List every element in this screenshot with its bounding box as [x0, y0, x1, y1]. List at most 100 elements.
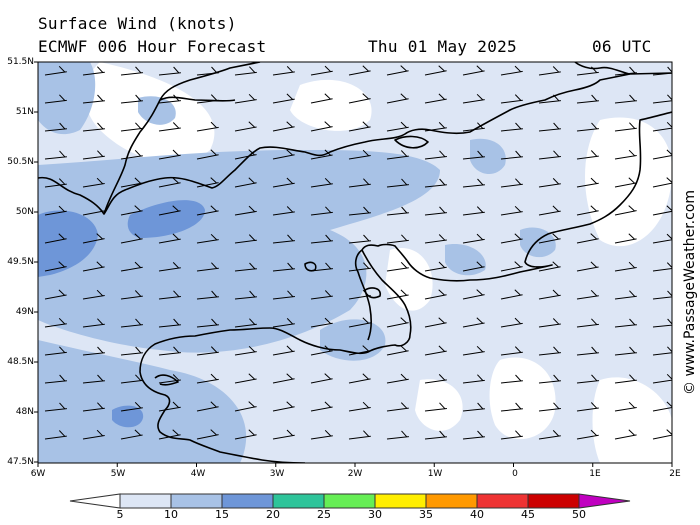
wind-barb [82, 150, 105, 160]
wind-barb [82, 289, 105, 300]
wind-barb [272, 345, 295, 356]
wind-barb [82, 261, 105, 272]
wind-barb [576, 402, 599, 412]
wind-barb [386, 150, 409, 160]
wind-barb [82, 233, 105, 244]
wind-barb [500, 205, 523, 216]
wind-barb [538, 122, 561, 132]
wind-barb [120, 94, 143, 104]
legend-swatch [425, 493, 478, 509]
axis-ticks [34, 61, 673, 467]
wind-barb [158, 149, 181, 160]
wind-barb [386, 261, 409, 272]
lon-label-5w: 5W [110, 469, 126, 479]
wind-barb [82, 429, 105, 440]
wind-barb [234, 345, 257, 356]
wind-barb [82, 66, 105, 76]
wind-barb [310, 262, 333, 272]
wind-barb [462, 345, 485, 356]
wind-barb [500, 374, 523, 384]
wind-barb [576, 150, 599, 160]
legend-label-50: 50 [572, 508, 586, 521]
wind-barb [386, 234, 409, 244]
wind-barb [272, 66, 295, 76]
wind-barb [120, 429, 143, 440]
wind-barb [614, 233, 637, 244]
wind-barb [576, 261, 599, 272]
wind-barb [462, 374, 485, 384]
wind-barb [462, 150, 485, 160]
wind-10-15-area [445, 244, 486, 276]
wind-barb [272, 234, 295, 244]
wind-barb [44, 205, 67, 216]
lat-label-50n: 50N [15, 207, 34, 217]
wind-barb [272, 121, 295, 132]
wind-barb [120, 205, 143, 216]
lon-label-3w: 3W [269, 469, 285, 479]
wind-barb [348, 234, 371, 244]
wind-barb [348, 401, 371, 412]
wind-barb [196, 401, 219, 412]
wind-barb [196, 177, 219, 188]
wind-barb [196, 66, 219, 76]
wind-barb [310, 177, 333, 188]
legend-swatch [272, 493, 325, 509]
wind-barb [614, 149, 637, 160]
wind-barb [462, 178, 485, 188]
lat-label-48-5n: 48.5N [7, 357, 34, 367]
lon-label-2w: 2W [347, 469, 363, 479]
legend-swatch [170, 493, 223, 509]
wind-barb [120, 290, 143, 300]
wind-barb [196, 346, 219, 356]
wind-barb [462, 317, 485, 328]
wind-barb [196, 290, 219, 300]
wind-map[interactable] [0, 0, 700, 490]
wind-barbs [44, 65, 672, 440]
calm-area [290, 79, 372, 131]
wind-barb [500, 94, 523, 104]
forecast-time: 06 UTC [592, 37, 652, 56]
wind-barb [234, 234, 257, 244]
wind-barb [348, 149, 371, 160]
lon-label-1w: 1W [427, 469, 443, 479]
wind-barb [234, 262, 257, 272]
wind-10-15-area [38, 150, 440, 353]
wind-barb [158, 66, 181, 76]
wind-barb [310, 290, 333, 300]
wind-10-15-area [38, 340, 247, 463]
wind-barb [120, 122, 143, 132]
wind-barb [386, 178, 409, 188]
wind-barb [424, 430, 447, 440]
wind-barb [196, 205, 219, 216]
wind-barb [44, 402, 67, 412]
lat-label-49n: 49N [15, 307, 34, 317]
wind-barb [120, 401, 143, 412]
wind-barb [82, 346, 105, 356]
wind-barb [538, 94, 561, 104]
wind-barb [348, 373, 371, 384]
wind-barb [120, 177, 143, 188]
lat-label-47-5n: 47.5N [7, 457, 34, 467]
wind-barb [120, 261, 143, 272]
thames-estuary [574, 62, 631, 75]
wind-barb [310, 401, 333, 412]
wind-barb [272, 373, 295, 384]
wind-barb [348, 65, 371, 76]
wind-barb [576, 429, 599, 440]
legend-label-5: 5 [116, 508, 124, 521]
wind-barb [158, 290, 181, 300]
wind-barb [576, 346, 599, 356]
calm-area [585, 117, 672, 247]
wind-barb [310, 206, 333, 216]
bristol-channel [159, 96, 236, 102]
wind-barb [348, 121, 371, 132]
wind-barb [196, 233, 219, 244]
wind-15-20-area [127, 200, 205, 238]
legend-label-40: 40 [470, 508, 484, 521]
credit-text: © www.PassageWeather.com [682, 189, 698, 395]
wind-barb [82, 318, 105, 328]
wind-barb [538, 318, 561, 328]
wind-barb [234, 401, 257, 412]
wind-barb [310, 429, 333, 440]
wind-barb [500, 261, 523, 272]
